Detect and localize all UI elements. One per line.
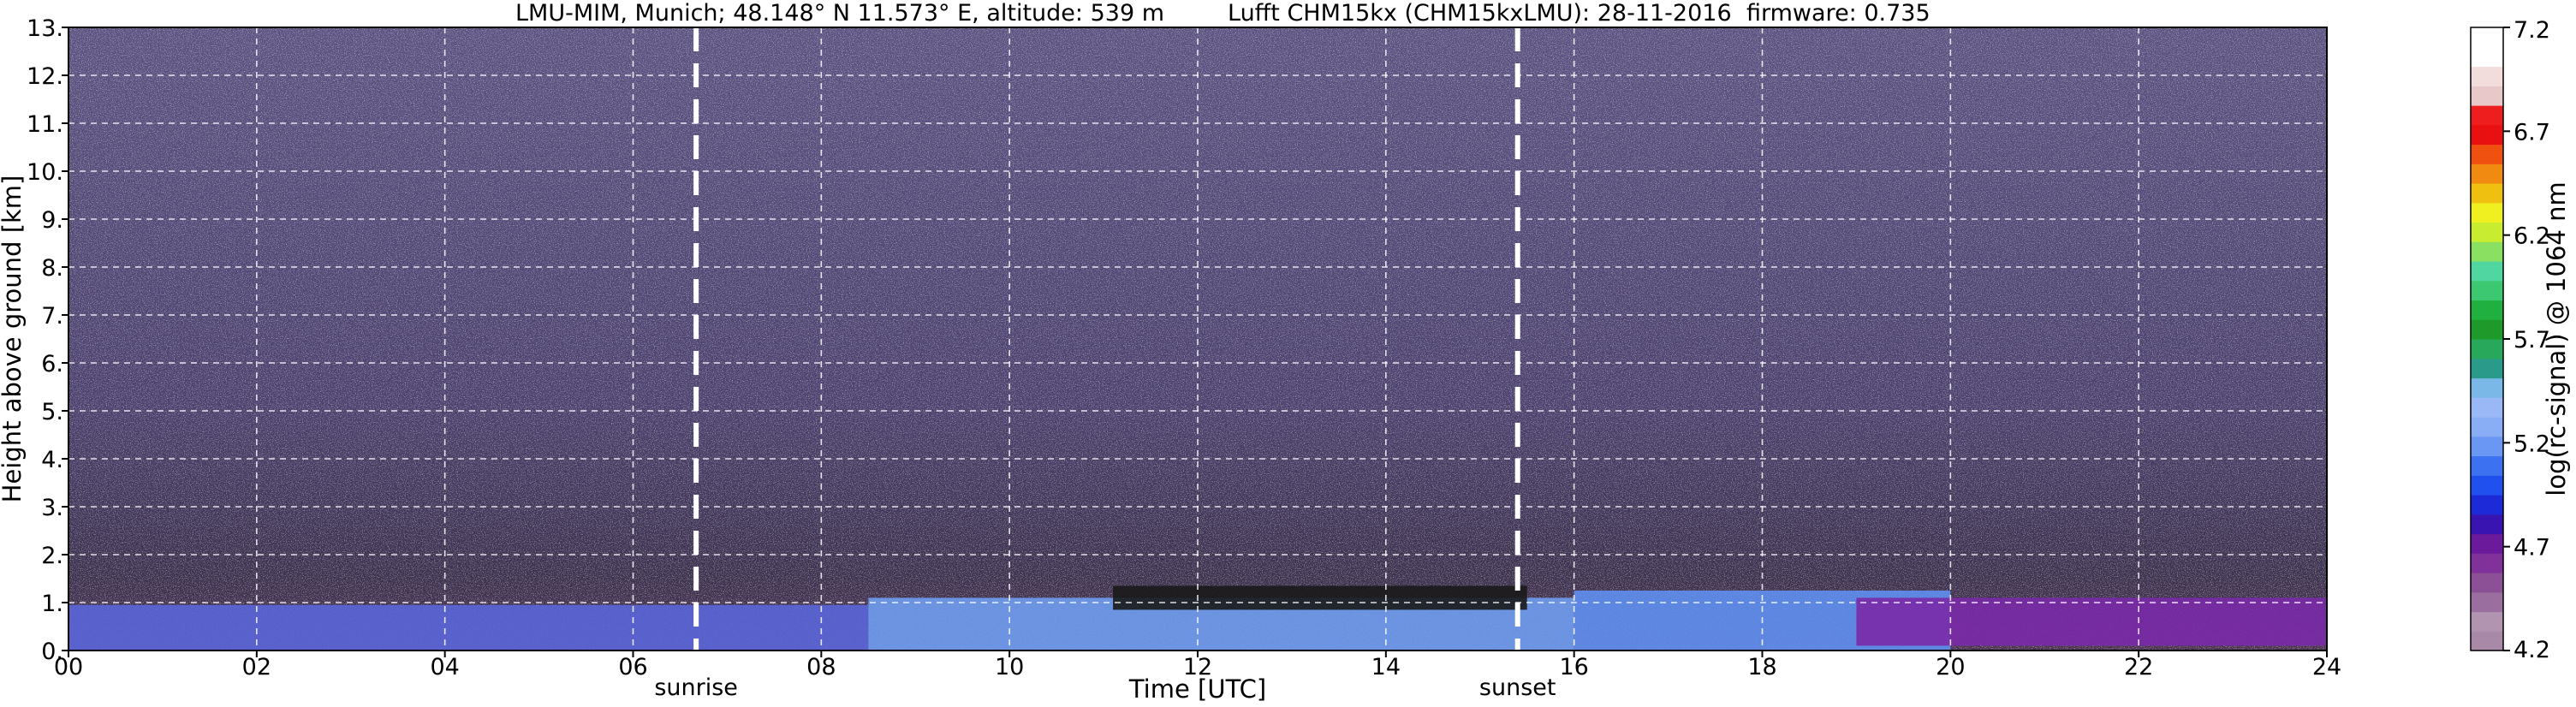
x-axis-title: Time [UTC]: [1128, 674, 1266, 704]
colorbar-segment: [2471, 573, 2503, 593]
y-tick-label: 3.: [41, 495, 63, 521]
chart-title: LMU-MIM, Munich; 48.148° N 11.573° E, al…: [515, 0, 1931, 27]
colorbar-tick-label: 4.2: [2514, 637, 2550, 663]
y-tick-label: 7.: [41, 303, 63, 330]
x-tick-label: 02: [242, 654, 271, 680]
title-firmware: firmware: 0.735: [1746, 0, 1931, 27]
colorbar-ticks: 4.2 4.7 5.2 5.7 6.2 6.7 7.2: [2503, 17, 2550, 663]
colorbar-segment: [2471, 631, 2503, 651]
grid: [68, 27, 2327, 651]
colorbar-segment: [2471, 241, 2503, 262]
y-tick-label: 10.: [27, 159, 63, 186]
colorbar-segment: [2471, 144, 2503, 164]
colorbar-segment: [2471, 436, 2503, 457]
colorbar-segment: [2471, 202, 2503, 223]
x-tick-label: 16: [1559, 654, 1588, 680]
y-tick-label: 1.: [41, 591, 63, 617]
colorbar-segment: [2471, 105, 2503, 126]
colorbar-tick-label: 6.2: [2514, 223, 2550, 250]
colorbar-segment: [2471, 46, 2503, 68]
y-tick-label: 2.: [41, 543, 63, 569]
colorbar-segment: [2471, 397, 2503, 418]
colorbar-title: log(rc-signal) @ 1064 nm: [2542, 181, 2571, 496]
x-tick-label: 00: [54, 654, 83, 680]
colorbar-tick-label: 5.2: [2514, 431, 2550, 457]
x-tick-label: 14: [1371, 654, 1401, 680]
event-label-sunrise: sunrise: [654, 674, 738, 701]
colorbar-tick-label: 4.7: [2514, 535, 2550, 561]
layer-residual-layer-night: [1856, 597, 2327, 646]
x-tick-label: 24: [2312, 654, 2341, 680]
colorbar-segment: [2471, 591, 2503, 613]
y-tick-label: 5.: [41, 399, 63, 425]
y-tick-label: 11.: [27, 111, 63, 138]
x-tick-label: 20: [1936, 654, 1965, 680]
colorbar-segment: [2471, 319, 2503, 340]
title-instrument: Lufft CHM15kx (CHM15kxLMU): 28-11-2016: [1228, 0, 1732, 27]
y-tick-label: 4.: [41, 447, 63, 473]
colorbar-segment: [2471, 514, 2503, 535]
colorbar-segment: [2471, 377, 2503, 398]
colorbar-segment: [2471, 417, 2503, 437]
layer-aerosol-layer-morning: [68, 604, 869, 651]
x-tick-label: 08: [806, 654, 836, 680]
y-tick-label: 9.: [41, 207, 63, 234]
event-labels: sunrise sunset: [654, 674, 1556, 701]
x-tick-label: 06: [618, 654, 647, 680]
colorbar-segment: [2471, 611, 2503, 632]
colorbar-segment: [2471, 358, 2503, 379]
colorbar-segment: [2471, 455, 2503, 476]
colorbar-segment: [2471, 339, 2503, 359]
plot-area: [68, 27, 2327, 651]
event-lines: [693, 27, 1520, 651]
colorbar-tick-label: 7.2: [2514, 17, 2550, 44]
x-axis-ticks: 00 02 04 06 08 10 12 14 16 18 20 22 24: [54, 651, 2341, 680]
colorbar-segment: [2471, 27, 2503, 48]
x-tick-label: 22: [2124, 654, 2153, 680]
y-tick-label: 0.: [41, 639, 63, 665]
colorbar-segment: [2471, 280, 2503, 301]
colorbar-tick-label: 5.7: [2514, 327, 2550, 354]
x-tick-label: 18: [1747, 654, 1776, 680]
x-tick-label: 12: [1183, 654, 1212, 680]
y-tick-label: 13.: [27, 15, 63, 42]
colorbar-segment: [2471, 222, 2503, 242]
colorbar-segment: [2471, 163, 2503, 184]
colorbar-tick-label: 6.7: [2514, 119, 2550, 146]
y-axis-ticks: 0. 1. 2. 3. 4. 5. 6. 7. 8. 9. 10. 11. 12. 13.: [27, 15, 68, 665]
colorbar-segment: [2471, 261, 2503, 282]
colorbar-segment: [2471, 124, 2503, 146]
colorbar-segment: [2471, 553, 2503, 573]
x-tick-label: 10: [995, 654, 1024, 680]
y-tick-label: 12.: [27, 63, 63, 90]
y-tick-label: 6.: [41, 351, 63, 377]
x-tick-label: 04: [430, 654, 459, 680]
event-label-sunset: sunset: [1479, 674, 1556, 701]
y-tick-label: 8.: [41, 255, 63, 282]
layer-cloud-layer-midday: [1113, 585, 1527, 610]
title-location: LMU-MIM, Munich; 48.148° N 11.573° E, al…: [515, 0, 1164, 27]
colorbar-segment: [2471, 475, 2503, 496]
colorbar-segment: [2471, 533, 2503, 554]
colorbar-segment: [2471, 495, 2503, 515]
colorbar-segment: [2471, 300, 2503, 320]
colorbar-segment: [2471, 183, 2503, 204]
colorbar-segment: [2471, 66, 2503, 86]
colorbar-segment: [2471, 86, 2503, 106]
colorbar: [2470, 27, 2504, 651]
y-axis-title: Height above ground [km]: [0, 175, 27, 503]
